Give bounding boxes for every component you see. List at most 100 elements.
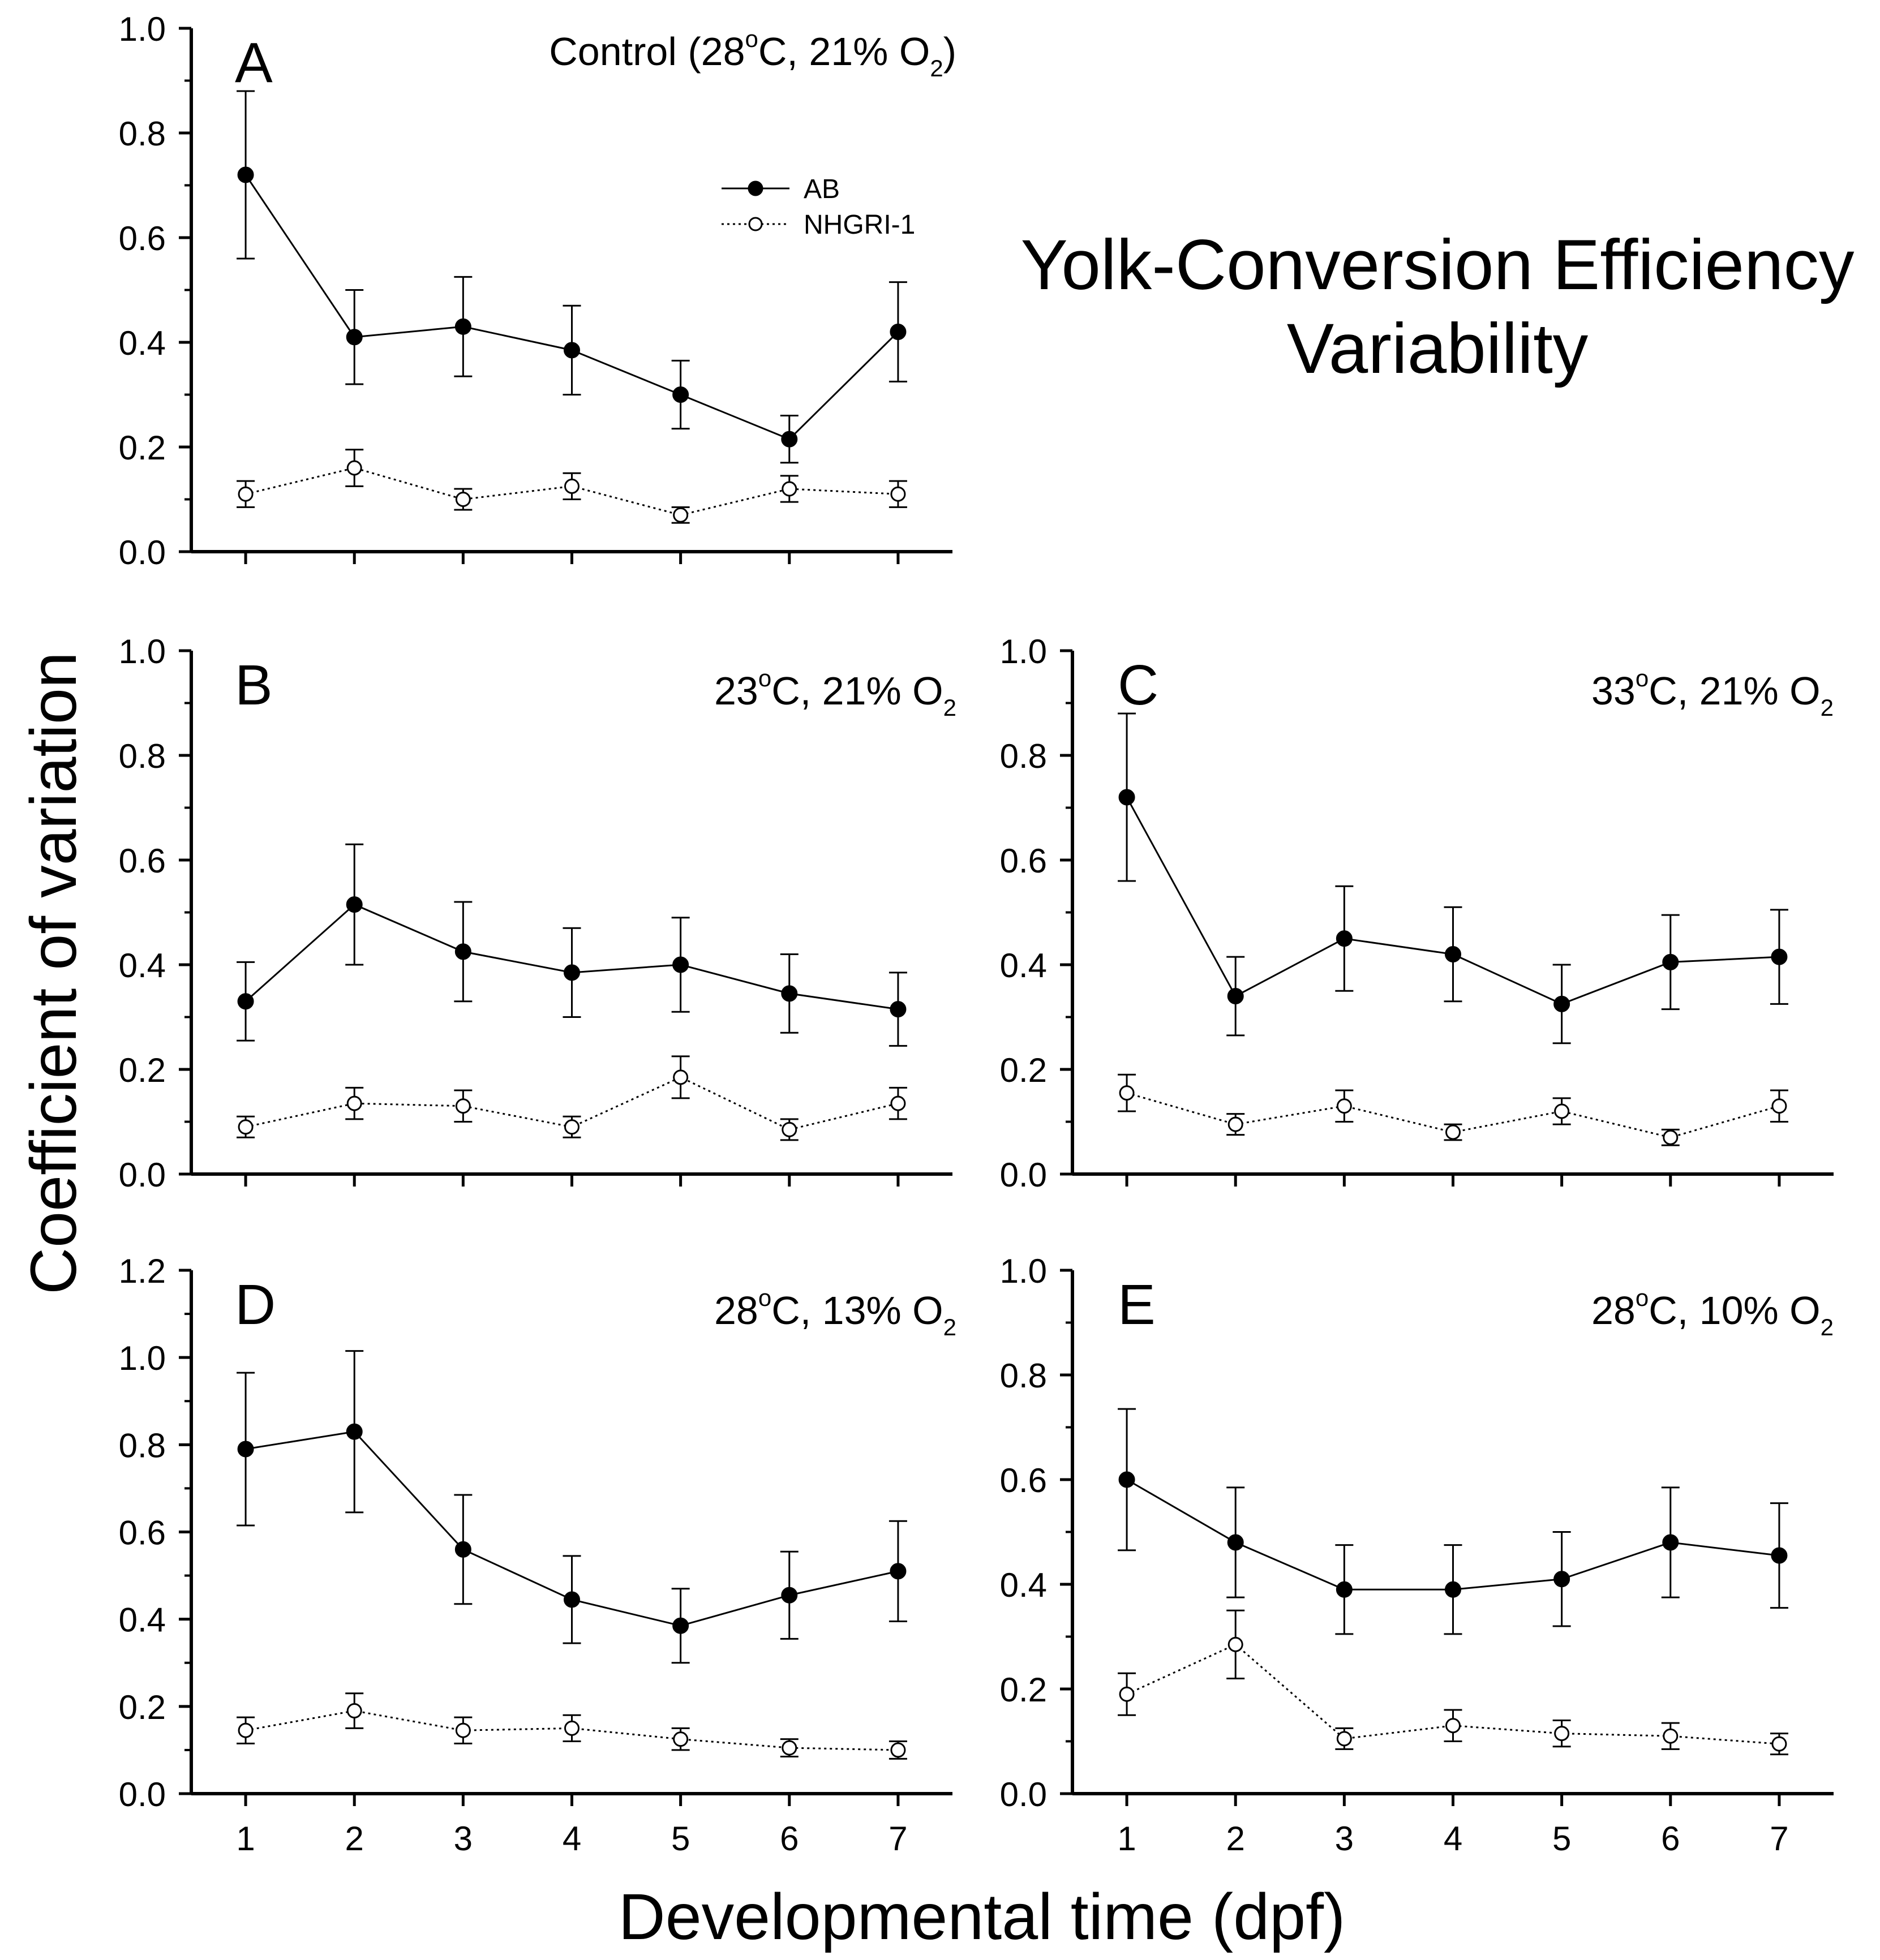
data-point (455, 1722, 471, 1738)
data-point (1227, 988, 1244, 1004)
y-tick-label: 0.2 (1000, 1671, 1047, 1709)
legend-marker (748, 180, 763, 196)
data-point (1445, 1124, 1461, 1140)
x-tick-label: 6 (780, 1820, 799, 1858)
series-ab (237, 90, 907, 464)
series-ab (1118, 1408, 1788, 1635)
data-point (564, 1591, 580, 1608)
data-point (1118, 1471, 1135, 1488)
data-point (782, 1121, 797, 1137)
series-ab (237, 843, 907, 1047)
condition-mid: C, 10% O (1649, 1288, 1820, 1333)
y-tick-label: 1.0 (119, 10, 166, 48)
degree-superscript: o (1636, 1284, 1649, 1311)
data-point (564, 342, 580, 359)
series-nhgri-1 (1118, 1073, 1788, 1146)
condition-prefix: 33 (1591, 669, 1636, 713)
legend-entry: NHGRI-1 (804, 210, 915, 240)
data-point (1445, 1581, 1461, 1598)
condition-suffix: ) (943, 29, 956, 74)
y-tick-label: 0.6 (119, 1514, 166, 1552)
data-point (781, 985, 798, 1002)
x-tick-label: 3 (454, 1820, 473, 1858)
data-point (672, 386, 689, 403)
data-point (1663, 1728, 1679, 1744)
data-point (890, 1742, 906, 1758)
condition-mid: C, 13% O (771, 1288, 943, 1333)
data-point (1553, 1571, 1570, 1588)
data-point (564, 478, 580, 494)
data-point (1553, 995, 1570, 1012)
data-point (782, 481, 797, 497)
y-tick-label: 1.0 (1000, 1252, 1047, 1290)
degree-superscript: o (745, 25, 758, 52)
y-tick-label: 0.4 (1000, 947, 1047, 985)
panel-letter: B (235, 654, 273, 717)
data-point (455, 492, 471, 507)
y-tick-label: 0.6 (119, 842, 166, 880)
y-tick-label: 0.2 (1000, 1051, 1047, 1089)
x-tick-label: 4 (563, 1820, 581, 1858)
data-point (1336, 930, 1353, 947)
oxygen-subscript: 2 (930, 55, 943, 81)
x-tick-label: 1 (236, 1820, 255, 1858)
condition-prefix: 28 (1591, 1288, 1636, 1333)
panel-a: 0.0 0.2 0.4 0.6 0.8 1.0 A Control (28oC, 21% O2… (119, 10, 956, 571)
data-point (782, 1740, 797, 1756)
panel-d: 0.0 0.2 0.4 0.6 0.8 1.0 1.2 1 2 3 4 5 6 7 D 28oC, 13% O… (119, 1252, 956, 1858)
data-point (455, 1098, 471, 1114)
x-tick-label: 7 (1770, 1820, 1788, 1858)
data-point (673, 507, 689, 523)
y-tick-label: 0.4 (119, 947, 166, 985)
y-tick-label: 0.6 (119, 220, 166, 257)
data-point (1227, 1116, 1243, 1132)
y-tick-label: 0.0 (1000, 1156, 1047, 1194)
y-tick-label: 0.0 (119, 1776, 166, 1813)
data-point (238, 1119, 254, 1135)
condition-prefix: 28 (714, 1288, 758, 1333)
legend-marker (748, 217, 763, 231)
condition-prefix: Control (28 (549, 29, 745, 74)
y-tick-label: 1.0 (119, 1339, 166, 1377)
y-tick-label: 0.6 (1000, 842, 1047, 880)
data-point (1119, 1686, 1135, 1702)
chart-panels: 0.00.20.40.60.81.0A Control (28oC, 21% O2… (119, 10, 1834, 1858)
data-point (564, 1119, 580, 1135)
x-tick-label: 1 (1117, 1820, 1136, 1858)
panel-condition: 28oC, 10% O2 (1591, 1284, 1834, 1340)
degree-superscript: o (758, 1284, 771, 1311)
panel-c: 0.0 0.2 0.4 0.6 0.8 1.0 C 33oC, 21% O2 (1000, 633, 1834, 1194)
data-point (237, 1441, 254, 1458)
data-point (1771, 948, 1788, 965)
panel-e: 0.00.20.40.60.81.01 2 3 4 5 6 7E 28oC, 10% O2 (1000, 1252, 1834, 1858)
data-point (1771, 1547, 1788, 1564)
data-point (1662, 953, 1679, 970)
y-axis-label: Coefficient of variation (18, 652, 90, 1295)
y-tick-label: 0.2 (119, 429, 166, 467)
y-tick-label: 1.0 (1000, 633, 1047, 670)
x-tick-label: 7 (889, 1820, 907, 1858)
data-point (673, 1731, 689, 1747)
x-tick-label: 6 (1661, 1820, 1680, 1858)
data-point (1445, 946, 1461, 962)
data-point (1336, 1098, 1352, 1114)
data-point (1227, 1636, 1243, 1652)
panel-condition: 28oC, 13% O2 (714, 1284, 956, 1340)
y-tick-label: 0.4 (119, 324, 166, 362)
y-tick-label: 0.8 (119, 737, 166, 775)
y-tick-label: 0.0 (119, 534, 166, 571)
data-point (454, 1541, 471, 1558)
legend: AB NHGRI-1 (722, 174, 915, 240)
data-point (1119, 1085, 1135, 1101)
figure-title-line-1: Yolk-Conversion Efficiency (1020, 226, 1855, 304)
series-nhgri-1 (237, 1055, 907, 1141)
data-point (564, 964, 580, 981)
condition-mid: C, 21% O (1649, 669, 1820, 713)
y-tick-label: 0.0 (119, 1156, 166, 1194)
series-nhgri-1 (237, 449, 907, 524)
data-point (673, 1069, 689, 1085)
panel-letter: E (1118, 1273, 1156, 1336)
y-tick-label: 1.2 (119, 1252, 166, 1290)
data-point (454, 318, 471, 335)
